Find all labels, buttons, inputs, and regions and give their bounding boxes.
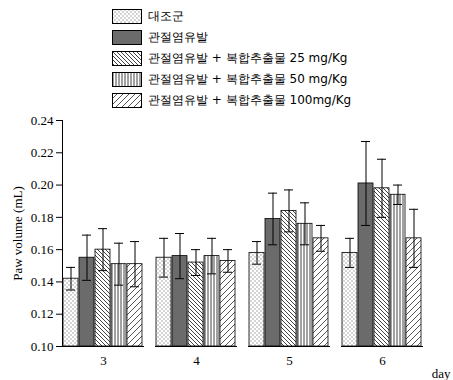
html-text:대조군: 대조군	[148, 9, 184, 23]
html-text:관절염유발 + 복합추출물 25 mg/Kg: 관절염유발 + 복합추출물 25 mg/Kg	[148, 51, 348, 65]
svg-text:0.12: 0.12	[31, 306, 54, 321]
svg-text:day: day	[432, 366, 451, 380]
html-text:관절염유발 + 복합추출물 100mg/Kg: 관절염유발 + 복합추출물 100mg/Kg	[148, 93, 352, 107]
svg-text:Paw volume (mL): Paw volume (mL)	[10, 186, 25, 281]
svg-text:0.24: 0.24	[31, 113, 54, 128]
svg-text:0.10: 0.10	[31, 339, 54, 354]
html-text:관절염유발: 관절염유발	[148, 30, 208, 44]
svg-text:0.20: 0.20	[31, 177, 54, 192]
svg-text:0.18: 0.18	[31, 210, 54, 225]
svg-text:6: 6	[379, 353, 386, 368]
svg-text:4: 4	[193, 353, 200, 368]
svg-text:0.16: 0.16	[31, 242, 54, 257]
html-text:관절염유발 + 복합추출물 50 mg/Kg: 관절염유발 + 복합추출물 50 mg/Kg	[148, 72, 348, 86]
svg-text:0.22: 0.22	[31, 145, 54, 160]
svg-text:0.14: 0.14	[31, 274, 54, 289]
svg-text:5: 5	[286, 353, 293, 368]
svg-text:3: 3	[100, 353, 107, 368]
